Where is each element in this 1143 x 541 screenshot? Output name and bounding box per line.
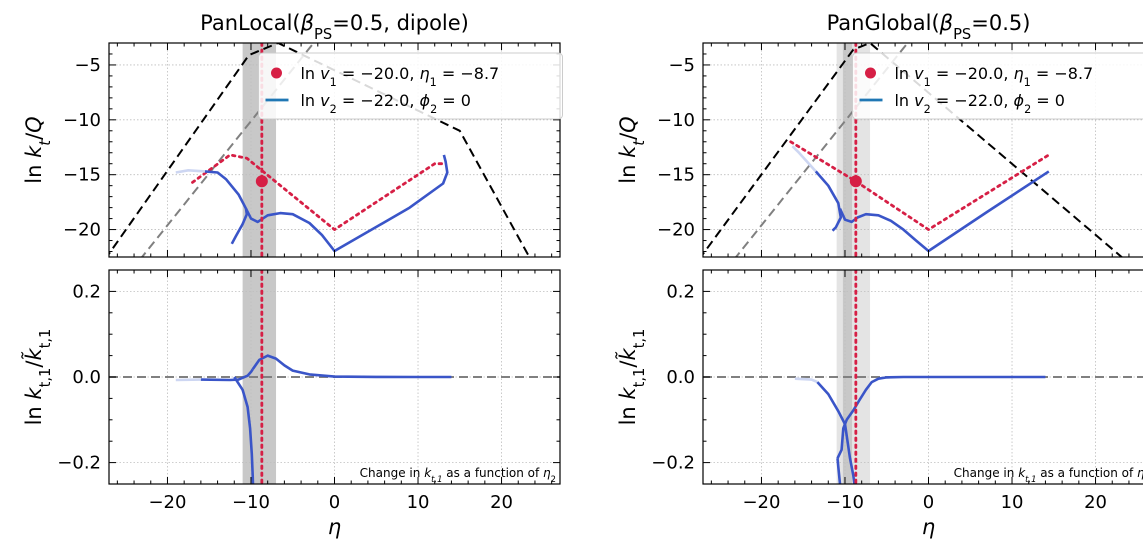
ticks [703, 269, 1130, 485]
series-faded [791, 145, 817, 173]
ticks [109, 269, 560, 485]
series-faded [794, 377, 818, 384]
x-axis-label: η [922, 515, 935, 539]
y-axis-label: ln kt,1/k̃t,1 [615, 329, 647, 426]
y-tick-label: −15 [657, 165, 695, 186]
x-tick-label: 0 [923, 492, 934, 513]
series-blue-main [244, 154, 449, 253]
legend-box [851, 52, 1143, 120]
legend-entry: ln v2 = −22.0, ϕ2 = 0 [300, 91, 471, 116]
legend-box [257, 52, 563, 120]
x-axis-label: η [328, 515, 341, 539]
emission-point [255, 175, 268, 188]
series-faded [175, 169, 206, 174]
plot-area [109, 270, 560, 484]
y-tick-label: 0.2 [72, 281, 101, 302]
series-red-dotted [191, 153, 448, 232]
x-tick-label: 20 [490, 492, 513, 513]
y-tick-label: −5 [668, 55, 695, 76]
y-tick-label: −20 [63, 220, 101, 241]
y-tick-label: 0.0 [72, 367, 101, 388]
y-tick-label: −0.2 [57, 453, 101, 474]
x-tick-label: 10 [1001, 492, 1024, 513]
x-tick-label: −10 [232, 492, 270, 513]
y-axis-label: ln kt,1/k̃t,1 [21, 329, 53, 426]
legend-entry: ln v1 = −20.0, η1 = −8.7 [300, 64, 499, 89]
shaded-band [842, 43, 853, 257]
panel-0-1: 0.2 0.0 −0.2 ln kt,1/k̃t,1 −20 −10 0 10 20 η Chang… [21, 269, 561, 539]
y-tick-label: −15 [63, 165, 101, 186]
ticks [703, 42, 1130, 257]
emission-point [849, 175, 862, 188]
y-tick-label: −10 [657, 110, 695, 131]
x-tick-label: −20 [742, 492, 780, 513]
series-blue-drop [233, 376, 255, 484]
legend: ln v1 = −20.0, η1 = −8.7ln v2 = −22.0, ϕ… [257, 52, 563, 120]
chart-title: PanGlobal(βPS=0.5) [827, 11, 1031, 43]
series-black-dashed [109, 43, 531, 257]
x-tick-label: −20 [148, 492, 186, 513]
series-blue-main [838, 170, 1050, 253]
panel-0-0: −5 −10 −15 −20 ln kt/Q ln v1 = −20.0, η1 = −8… [22, 42, 563, 258]
legend-marker-point [864, 67, 876, 79]
x-tick-label: 0 [329, 492, 340, 513]
y-axis-label: ln kt/Q [616, 116, 648, 183]
series-blue-upper [836, 375, 1046, 459]
panel-1-0: −5 −10 −15 −20 ln kt/Q ln v1 = −20.0, η1 = −8… [616, 42, 1143, 258]
chart-title: PanLocal(βPS=0.5, dipole) [200, 11, 469, 43]
y-tick-label: 0.0 [666, 367, 695, 388]
y-tick-label: −10 [63, 110, 101, 131]
annotation: Change in kt,1 as a function of η2 [954, 466, 1143, 484]
annotation: Change in kt,1 as a function of η2 [360, 466, 556, 484]
legend-marker-point [270, 67, 282, 79]
series-blue-bump [251, 354, 452, 379]
y-tick-label: −0.2 [651, 453, 695, 474]
x-tick-label: −10 [826, 492, 864, 513]
y-tick-label: 0.2 [666, 281, 695, 302]
legend-entry: ln v1 = −20.0, η1 = −8.7 [894, 64, 1093, 89]
y-tick-label: −20 [657, 220, 695, 241]
y-tick-label: −5 [74, 55, 101, 76]
series-blue-tail [836, 458, 842, 484]
x-tick-label: 20 [1084, 492, 1107, 513]
plot-area [703, 270, 1143, 484]
x-tick-label: 10 [407, 492, 430, 513]
y-axis-label: ln kt/Q [22, 116, 54, 183]
series-blue-tail [200, 368, 254, 382]
legend: ln v1 = −20.0, η1 = −8.7ln v2 = −22.0, ϕ… [851, 52, 1143, 120]
series-red-dotted [789, 140, 1051, 232]
panel-1-1: 0.2 0.0 −0.2 ln kt,1/k̃t,1 −20 −10 0 10 20 η Chang… [615, 269, 1143, 539]
series-blue-lower [816, 381, 856, 484]
series-blue-curve [204, 170, 249, 245]
legend-entry: ln v2 = −22.0, ϕ2 = 0 [894, 91, 1065, 116]
